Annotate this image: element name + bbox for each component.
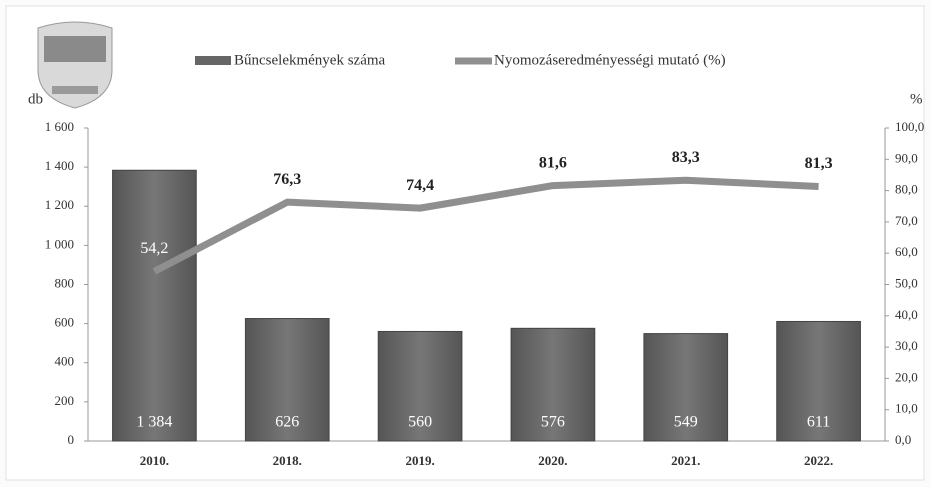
emblem bbox=[37, 21, 113, 109]
y-tick-label: 800 bbox=[55, 275, 75, 290]
line-value-label: 54,2 bbox=[140, 240, 168, 257]
bar-value-label: 611 bbox=[807, 414, 830, 431]
bar bbox=[244, 318, 330, 442]
y2-tick-label: 80,0 bbox=[895, 182, 918, 197]
legend-label: Nyomozáseredményességi mutató (%) bbox=[494, 52, 726, 68]
y-tick-label: 1 000 bbox=[45, 236, 74, 251]
y-tick-label: 1 200 bbox=[45, 197, 74, 212]
line-value-label: 83,3 bbox=[672, 149, 700, 166]
y-tick-label: 600 bbox=[55, 315, 75, 330]
y2-tick-label: 90,0 bbox=[895, 150, 918, 165]
x-tick-label: 2021. bbox=[671, 453, 700, 468]
bar-value-label: 626 bbox=[275, 414, 299, 431]
y2-tick-label: 100,0 bbox=[895, 119, 924, 134]
bar-value-label: 560 bbox=[408, 414, 432, 431]
bar-value-label: 1 384 bbox=[136, 414, 172, 431]
y2-tick-label: 70,0 bbox=[895, 213, 918, 228]
x-tick-label: 2018. bbox=[273, 453, 302, 468]
y2-axis-label: % bbox=[910, 91, 923, 107]
y2-tick-label: 60,0 bbox=[895, 244, 918, 259]
line-value-label: 76,3 bbox=[273, 171, 301, 188]
bar bbox=[776, 320, 861, 442]
x-tick-label: 2022. bbox=[804, 453, 833, 468]
line-value-label: 74,4 bbox=[406, 177, 434, 194]
legend-swatch-bar bbox=[195, 56, 231, 65]
y-tick-label: 200 bbox=[55, 393, 75, 408]
bar-value-label: 576 bbox=[541, 414, 565, 431]
line bbox=[152, 176, 819, 275]
line-value-label: 81,6 bbox=[539, 154, 567, 171]
shield-band bbox=[44, 36, 106, 62]
y-tick-label: 1 600 bbox=[45, 119, 74, 134]
x-tick-label: 2010. bbox=[140, 453, 169, 468]
legend: Bűncselekmények száma Nyomozáseredményes… bbox=[195, 52, 726, 68]
y2-tick-label: 40,0 bbox=[895, 307, 918, 322]
line-value-label: 81,3 bbox=[805, 155, 833, 172]
bar bbox=[377, 330, 463, 442]
y-tick-label: 1 400 bbox=[45, 158, 74, 173]
x-tick-label: 2020. bbox=[538, 453, 567, 468]
y-tick-label: 400 bbox=[55, 354, 75, 369]
y-tick-label: 0 bbox=[68, 432, 75, 447]
y2-tick-label: 20,0 bbox=[895, 369, 918, 384]
x-tick-label: 2019. bbox=[405, 453, 434, 468]
bar bbox=[510, 327, 596, 442]
bar bbox=[112, 169, 197, 442]
bar-value-label: 549 bbox=[674, 414, 698, 431]
bar bbox=[643, 333, 729, 442]
shield bbox=[37, 21, 113, 109]
y2-tick-label: 10,0 bbox=[895, 401, 918, 416]
y-axis-label: db bbox=[28, 91, 43, 107]
y2-tick-label: 0,0 bbox=[895, 432, 911, 447]
y2-tick-label: 30,0 bbox=[895, 338, 918, 353]
y2-tick-label: 50,0 bbox=[895, 275, 918, 290]
legend-label: Bűncselekmények száma bbox=[234, 52, 386, 68]
shield-ribbon bbox=[52, 86, 98, 94]
